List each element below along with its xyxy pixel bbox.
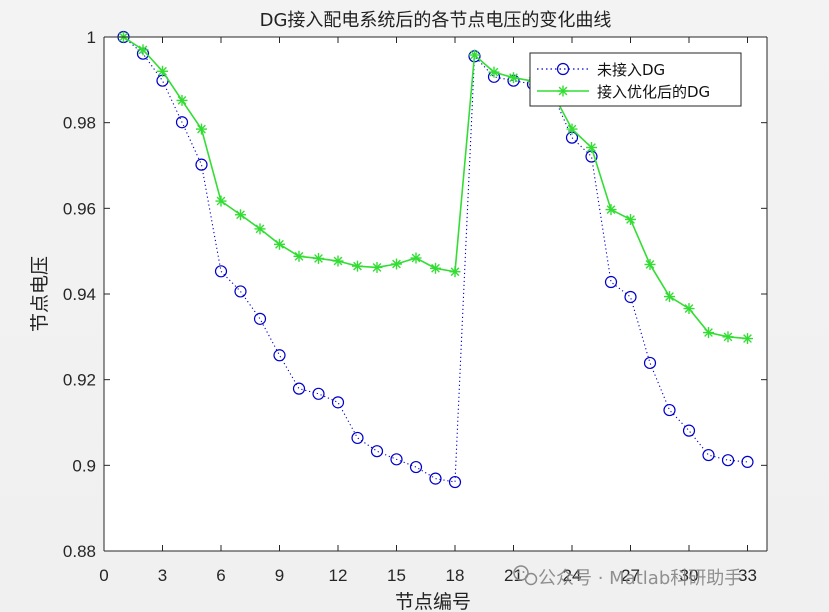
data-point (313, 252, 324, 264)
data-point (292, 382, 306, 395)
data-point (663, 403, 676, 417)
data-point (741, 455, 754, 469)
data-point (586, 142, 597, 154)
data-point (604, 275, 618, 289)
data-point (682, 424, 696, 437)
y-tick-label: 0.94 (63, 285, 96, 304)
x-tick-label: 15 (387, 566, 406, 585)
data-point (175, 116, 189, 129)
data-point (254, 223, 266, 235)
x-tick-label: 6 (216, 566, 225, 585)
data-point (469, 49, 480, 61)
data-point (371, 261, 383, 273)
legend-marker-series-2 (557, 85, 569, 97)
y-tick-label: 1 (87, 28, 96, 47)
data-point (488, 66, 500, 78)
data-point (624, 290, 637, 304)
legend-asterisk-marker (557, 85, 569, 97)
y-axis-label: 节点电压 (29, 256, 51, 332)
data-point (235, 209, 246, 221)
data-point (429, 472, 442, 485)
x-axis-label: 节点编号 (395, 591, 471, 612)
data-point (215, 195, 227, 207)
series-line (123, 36, 748, 483)
y-tick-label: 0.88 (63, 542, 96, 561)
y-tick-label: 0.92 (63, 371, 96, 390)
data-point (273, 349, 286, 362)
watermark: 公众号 · Matlab科研助手 (513, 565, 742, 589)
ticks: 0 3 6 9 12 15 18 21 24 27 30 33 0.88 0.9 0.92 0.94 0.96 0… (63, 28, 767, 585)
legend-marker-series-1 (556, 62, 570, 76)
data-point (157, 65, 168, 77)
data-point (721, 454, 735, 467)
plot-area (104, 37, 767, 551)
data-point (410, 252, 422, 264)
legend-entry-series-1: 未接入DG (537, 61, 665, 79)
data-point (644, 258, 656, 270)
data-point (702, 448, 715, 462)
x-tick-label: 9 (275, 566, 284, 585)
legend-box (529, 52, 742, 107)
data-point (312, 387, 325, 400)
x-tick-label: 27 (621, 566, 640, 585)
data-point (391, 258, 402, 270)
data-point (137, 44, 149, 56)
data-point (253, 312, 267, 325)
data-point (664, 291, 675, 303)
data-point (508, 72, 519, 84)
wechat-official-account-icon (513, 565, 538, 586)
data-point (390, 453, 403, 466)
data-point (331, 396, 345, 409)
legend-label-series-2: 接入优化后的DG (597, 83, 710, 101)
data-point (351, 431, 364, 445)
data-point (176, 94, 188, 106)
chart-title: DG接入配电系统后的各节点电压的变化曲线 (260, 10, 612, 31)
data-point (274, 238, 285, 250)
legend: 未接入DG 接入优化后的DG (529, 52, 742, 107)
data-point (605, 204, 617, 216)
legend-entry-series-2: 接入优化后的DG (537, 83, 710, 101)
data-point (643, 356, 657, 370)
watermark-text: 公众号 · Matlab科研助手 (538, 568, 742, 589)
x-tick-label: 3 (158, 566, 167, 585)
data-point (332, 255, 344, 267)
y-tick-label: 0.96 (63, 199, 96, 218)
data-point (683, 303, 695, 315)
x-tick-label: 12 (329, 566, 348, 585)
data-point (195, 158, 208, 171)
data-point (625, 213, 636, 225)
data-point (566, 123, 578, 135)
data-point (352, 260, 363, 272)
data-point (448, 475, 462, 489)
data-point (196, 123, 207, 135)
y-tick-label: 0.9 (72, 456, 96, 475)
data-point (430, 262, 441, 274)
data-point (722, 331, 734, 343)
x-tick-label: 30 (680, 566, 699, 585)
x-tick-label: 24 (563, 566, 582, 585)
data-point (409, 460, 423, 474)
data-point (293, 250, 305, 262)
y-tick-label: 0.98 (63, 114, 96, 133)
data-point (449, 266, 461, 278)
x-tick-label: 33 (738, 566, 757, 585)
data-point (703, 327, 714, 339)
data-point (742, 333, 753, 345)
data-point (214, 265, 228, 278)
data-point (370, 445, 384, 458)
data-point (234, 285, 247, 298)
x-tick-label: 21 (504, 566, 523, 585)
x-tick-label: 0 (99, 566, 108, 585)
x-tick-label: 18 (446, 566, 465, 585)
legend-label-series-1: 未接入DG (597, 61, 665, 79)
